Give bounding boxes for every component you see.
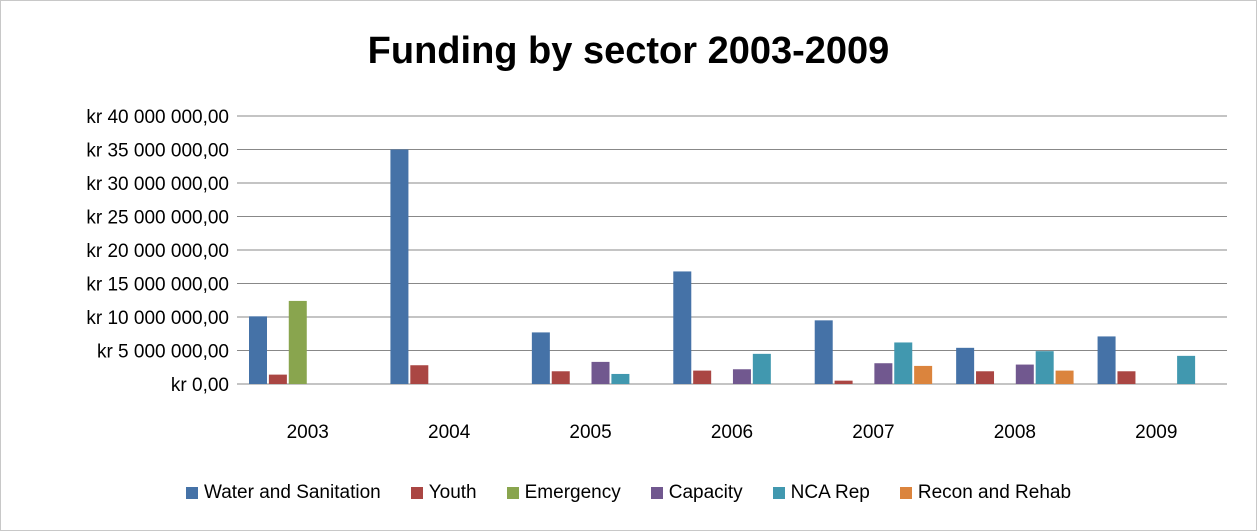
- y-tick-label: kr 10 000 000,00: [86, 308, 229, 329]
- bar-water-and-sanitation-2008: [956, 347, 975, 384]
- bar-water-and-sanitation-2006: [673, 271, 692, 384]
- bar-capacity-2008: [1015, 364, 1034, 384]
- bar-nca-rep-2006: [752, 353, 771, 384]
- x-tick-label: 2004: [428, 422, 471, 443]
- y-tick-label: kr 5 000 000,00: [97, 342, 229, 363]
- bar-water-and-sanitation-2007: [814, 320, 833, 384]
- x-tick-label: 2006: [711, 422, 753, 443]
- y-tick-label: kr 25 000 000,00: [86, 208, 229, 229]
- legend-item: Emergency: [506, 482, 621, 504]
- legend-item: NCA Rep: [772, 482, 870, 504]
- bar-recon-and-rehab-2008: [1055, 370, 1074, 384]
- y-axis-ticks: kr 0,00 kr 5 000 000,00 kr 10 000 000,00 kr…: [86, 107, 229, 396]
- y-tick-label: kr 40 000 000,00: [86, 107, 229, 128]
- legend-swatch: [506, 487, 519, 499]
- legend-item: Recon and Rehab: [899, 482, 1072, 504]
- bar-nca-rep-2009: [1177, 355, 1196, 384]
- legend-item: Capacity: [650, 482, 743, 504]
- bar-youth-2007: [834, 380, 853, 384]
- y-tick-label: kr 20 000 000,00: [86, 241, 229, 262]
- x-tick-label: 2009: [1135, 422, 1177, 443]
- y-tick-label: kr 30 000 000,00: [86, 174, 229, 195]
- bar-water-and-sanitation-2005: [531, 332, 550, 384]
- legend-swatch: [899, 487, 912, 499]
- bar-water-and-sanitation-2003: [249, 316, 267, 384]
- x-tick-label: 2003: [287, 422, 329, 443]
- legend-label: Youth: [428, 482, 477, 503]
- legend-label: Emergency: [524, 482, 621, 503]
- bar-water-and-sanitation-2004: [390, 149, 409, 384]
- legend-item: Water and Sanitation: [185, 482, 381, 504]
- bar-youth-2008: [976, 371, 995, 384]
- bar-capacity-2005: [591, 361, 610, 384]
- chart-title: Funding by sector 2003-2009: [367, 30, 890, 72]
- bar-nca-rep-2007: [894, 342, 913, 384]
- bar-youth-2005: [551, 371, 570, 384]
- legend-label: NCA Rep: [790, 482, 870, 503]
- legend-swatch: [772, 487, 785, 499]
- bar-capacity-2007: [874, 363, 893, 384]
- bar-nca-rep-2008: [1035, 351, 1054, 384]
- legend-swatch: [650, 487, 663, 499]
- bar-youth-2006: [693, 370, 712, 384]
- bar-recon-and-rehab-2007: [914, 365, 933, 384]
- legend-label: Water and Sanitation: [203, 482, 381, 503]
- legend-swatch: [185, 487, 198, 499]
- x-axis-ticks: 2003 2004 2005 2006 2007 2008 2009: [287, 422, 1178, 443]
- bar-water-and-sanitation-2009: [1097, 336, 1116, 384]
- x-tick-label: 2008: [994, 422, 1036, 443]
- bar-capacity-2006: [732, 369, 751, 384]
- bar-youth-2009: [1117, 371, 1136, 384]
- x-tick-label: 2007: [852, 422, 894, 443]
- legend-item: Youth: [410, 482, 477, 504]
- x-tick-label: 2005: [569, 422, 611, 443]
- bars: [249, 149, 1196, 384]
- legend: Water and Sanitation Youth Emergency Capaci…: [0, 482, 1257, 504]
- y-tick-label: kr 15 000 000,00: [86, 275, 229, 296]
- bar-youth-2004: [410, 365, 429, 384]
- legend-label: Recon and Rehab: [917, 482, 1072, 503]
- y-tick-label: kr 0,00: [171, 375, 229, 396]
- y-tick-label: kr 35 000 000,00: [86, 141, 229, 162]
- bar-youth-2003: [268, 374, 287, 384]
- gridlines: [237, 115, 1227, 385]
- bar-nca-rep-2005: [611, 373, 630, 384]
- bar-emergency-2003: [288, 300, 307, 384]
- legend-label: Capacity: [668, 482, 743, 503]
- legend-swatch: [410, 487, 423, 499]
